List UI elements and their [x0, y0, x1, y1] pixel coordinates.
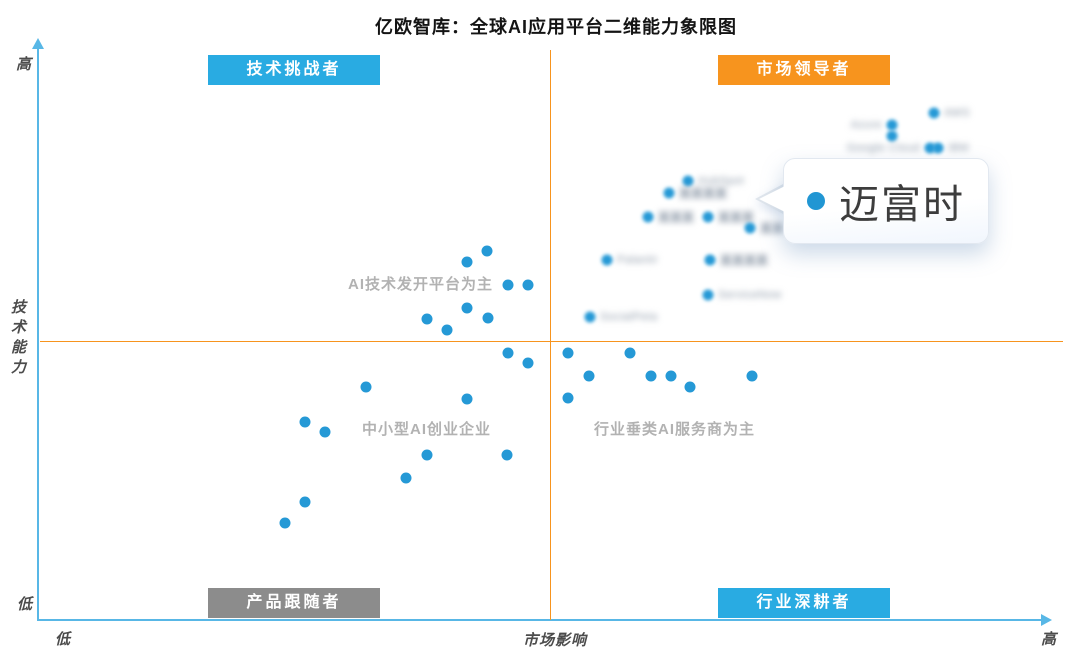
data-point	[319, 426, 331, 438]
data-point-blurred	[601, 254, 613, 266]
data-point	[279, 517, 291, 529]
annotation-sme-startup: 中小型AI创业企业	[362, 421, 492, 438]
data-point	[665, 370, 677, 382]
x-axis-line	[37, 619, 1043, 621]
highlight-callout: 迈富时	[783, 158, 989, 244]
blurred-company-label: Azure	[850, 119, 882, 131]
x-axis-arrow-icon	[1041, 614, 1052, 626]
data-point-blurred	[704, 254, 716, 266]
callout-company-name: 迈富时	[839, 183, 965, 227]
data-point	[299, 496, 311, 508]
data-point-blurred	[932, 142, 944, 154]
quadrant-label-tech-challenger: 技术挑战者	[208, 55, 380, 85]
data-point-blurred	[642, 211, 654, 223]
blurred-company-label: Google Cloud	[846, 142, 920, 154]
data-point-blurred	[702, 289, 714, 301]
data-point	[583, 370, 595, 382]
data-point	[299, 416, 311, 428]
annotation-vertical-service: 行业垂类AI服务商为主	[594, 421, 756, 438]
data-point-blurred	[702, 211, 714, 223]
x-axis-low-label: 低	[55, 631, 71, 648]
blurred-company-label: IBM	[948, 142, 970, 154]
data-point-blurred	[924, 142, 936, 154]
blurred-company-label: 某某某某	[679, 186, 728, 201]
data-point	[461, 256, 473, 268]
data-point	[501, 449, 513, 461]
x-axis-high-label: 高	[1041, 631, 1057, 648]
data-point	[482, 312, 494, 324]
blurred-company-label: 某某某	[718, 210, 755, 225]
blurred-company-label: 某某某	[658, 210, 695, 225]
chart-title: 亿欧智库：全球AI应用平台二维能力象限图	[375, 17, 737, 37]
data-point	[562, 392, 574, 404]
data-point-blurred	[663, 187, 675, 199]
quadrant-label-industry-cultivator: 行业深耕者	[718, 588, 890, 618]
data-point	[624, 347, 636, 359]
data-point	[421, 449, 433, 461]
data-point	[562, 347, 574, 359]
data-point-blurred	[744, 222, 756, 234]
callout-dot-icon	[807, 192, 825, 210]
data-point-blurred	[584, 311, 596, 323]
blurred-company-label: ServiceNow	[718, 289, 782, 301]
annotation-ai-tech-platform: AI技术发开平台为主	[348, 276, 494, 293]
callout-tail	[759, 185, 787, 213]
data-point-blurred	[682, 175, 694, 187]
blurred-company-label: 某某某某	[720, 253, 769, 268]
quadrant-label-product-follower: 产品跟随者	[208, 588, 380, 618]
horizontal-divider-line	[40, 341, 1063, 342]
blurred-company-label: SocialPeta	[600, 311, 658, 323]
data-point	[502, 347, 514, 359]
data-point	[461, 393, 473, 405]
vertical-divider-line	[550, 50, 551, 620]
y-axis-low-label: 低	[17, 596, 33, 613]
y-axis-line	[37, 47, 39, 621]
data-point	[502, 279, 514, 291]
blurred-company-label: AWS	[944, 107, 971, 119]
data-point	[400, 472, 412, 484]
quadrant-label-market-leader: 市场领导者	[718, 55, 890, 85]
data-point	[461, 302, 473, 314]
data-point	[441, 324, 453, 336]
data-point-blurred	[928, 107, 940, 119]
y-axis-arrow-icon	[32, 38, 44, 49]
data-point	[522, 357, 534, 369]
data-point	[360, 381, 372, 393]
data-point	[522, 279, 534, 291]
y-axis-title: 技术能力	[9, 299, 26, 379]
blurred-company-label: HubSpot	[698, 175, 745, 187]
y-axis-high-label: 高	[16, 56, 32, 73]
data-point	[421, 313, 433, 325]
data-point-blurred	[886, 119, 898, 131]
data-point	[645, 370, 657, 382]
data-point	[746, 370, 758, 382]
blurred-company-label: 某某	[760, 221, 785, 236]
blurred-company-label: Palantir	[617, 254, 659, 266]
x-axis-title: 市场影响	[523, 632, 588, 649]
data-point-blurred	[886, 130, 898, 142]
data-point	[481, 245, 493, 257]
data-point	[684, 381, 696, 393]
